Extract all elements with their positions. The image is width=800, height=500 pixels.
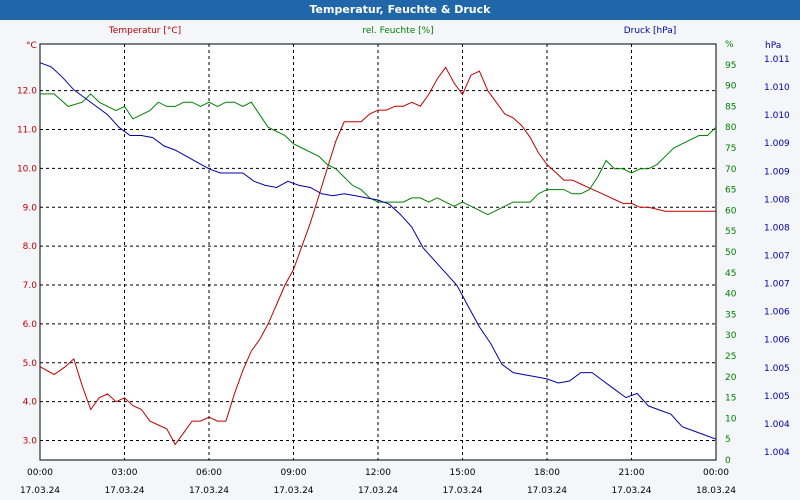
pressure-tick: 1.008: [764, 195, 790, 205]
x-tick-time: 21:00: [619, 468, 645, 478]
pressure-tick: 1.006: [764, 336, 790, 346]
humidity-tick: 35: [725, 310, 736, 320]
x-tick-date: 17.03.24: [527, 486, 567, 496]
x-tick-time: 09:00: [281, 468, 307, 478]
grid-lines: [40, 44, 716, 460]
x-tick-date: 17.03.24: [20, 486, 60, 496]
humidity-tick: 55: [725, 227, 736, 237]
x-tick-date: 17.03.24: [273, 486, 313, 496]
x-tick-time: 06:00: [196, 468, 222, 478]
temperature-tick: 4.0: [23, 398, 38, 408]
humidity-tick: 60: [725, 206, 737, 216]
pressure-tick: 1.009: [764, 167, 790, 177]
x-tick-time: 15:00: [450, 468, 476, 478]
humidity-axis-label: rel. Feuchte [%]: [362, 26, 433, 36]
series-lines: [39, 62, 717, 446]
humidity-tick: 30: [725, 331, 737, 341]
x-tick-date: 17.03.24: [442, 486, 482, 496]
x-tick-time: 00:00: [27, 468, 53, 478]
x-tick-date: 18.03.24: [696, 486, 736, 496]
pressure-tick: 1.008: [764, 223, 790, 233]
humidity-tick: 10: [725, 414, 737, 424]
chart-title: Temperatur, Feuchte & Druck: [0, 0, 800, 20]
x-tick-time: 12:00: [365, 468, 391, 478]
humidity-tick: 45: [725, 269, 736, 279]
plot-background: [39, 43, 717, 461]
chart-area: 00:00 17.03.24 03:00 17.03.24 06:00 17.03.24 0…: [17, 26, 790, 496]
pressure-tick: 1.010: [764, 83, 790, 93]
humidity-tick: %: [725, 40, 734, 50]
pressure-tick: 1.009: [764, 139, 790, 149]
pressure-line: [39, 62, 717, 440]
pressure-tick: 1.005: [764, 392, 790, 402]
temperature-tick: 6.0: [23, 320, 38, 330]
pressure-tick: 1.007: [764, 280, 790, 290]
x-tick-date: 17.03.24: [104, 486, 144, 496]
x-tick-date: 17.03.24: [611, 486, 651, 496]
temperature-tick: 10.0: [17, 164, 37, 174]
temperature-tick: 11.0: [17, 126, 37, 136]
humidity-tick: 25: [725, 352, 736, 362]
pressure-unit: hPa: [765, 41, 781, 51]
pressure-axis-label: Druck [hPa]: [624, 26, 677, 36]
humidity-tick: 50: [725, 248, 737, 258]
pressure-tick: 1.006: [764, 308, 790, 318]
temperature-unit: °C: [26, 41, 37, 51]
x-tick-time: 00:00: [703, 468, 729, 478]
temperature-tick: 7.0: [23, 281, 38, 291]
x-tick-date: 17.03.24: [189, 486, 229, 496]
temperature-axis-label: Temperatur [°C]: [108, 26, 181, 36]
humidity-tick: 75: [725, 144, 736, 154]
x-tick-date: 17.03.24: [358, 486, 398, 496]
pressure-tick: 1.007: [764, 252, 790, 262]
humidity-tick: 70: [725, 165, 737, 175]
humidity-tick: 0: [725, 456, 731, 466]
tick-labels: 00:00 17.03.24 03:00 17.03.24 06:00 17.03.24 0…: [17, 40, 790, 496]
temperature-tick: 8.0: [23, 242, 38, 252]
pressure-tick: 1.004: [764, 420, 790, 430]
temperature-tick: 9.0: [23, 203, 38, 213]
humidity-tick: 85: [725, 102, 736, 112]
temperature-line: [39, 66, 716, 446]
x-tick-time: 03:00: [112, 468, 138, 478]
pressure-tick: 1.010: [764, 111, 790, 121]
humidity-tick: 15: [725, 394, 736, 404]
humidity-tick: 95: [725, 61, 736, 71]
pressure-tick: 1.005: [764, 364, 790, 374]
humidity-tick: 5: [725, 435, 731, 445]
humidity-tick: 80: [725, 123, 737, 133]
temperature-tick: 3.0: [23, 437, 38, 447]
humidity-tick: 40: [725, 290, 737, 300]
temperature-tick: 12.0: [17, 87, 37, 97]
pressure-tick: 1.011: [764, 55, 790, 65]
humidity-tick: 20: [725, 373, 737, 383]
x-tick-time: 18:00: [534, 468, 560, 478]
temperature-tick: 5.0: [23, 359, 38, 369]
humidity-tick: 65: [725, 186, 736, 196]
humidity-line: [40, 93, 717, 216]
pressure-tick: 1.004: [764, 448, 790, 458]
humidity-tick: 90: [725, 82, 737, 92]
